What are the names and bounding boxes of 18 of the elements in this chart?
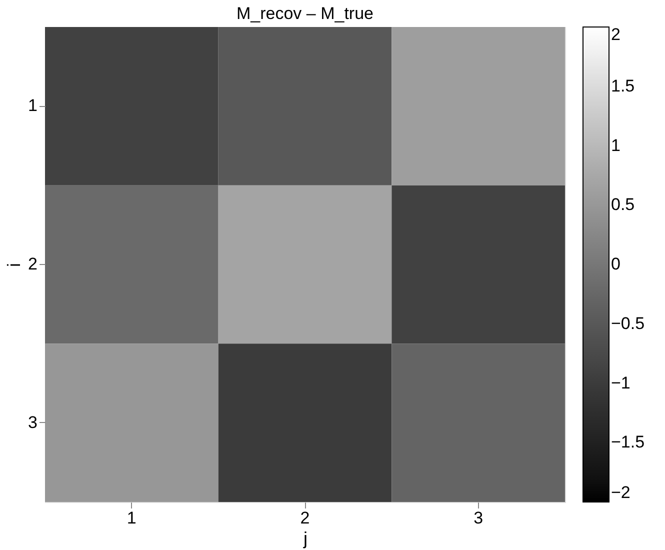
color-bar-label: 1 [611,136,620,155]
x-axis-title: j [302,528,308,548]
color-bar-label: 0.5 [611,195,635,214]
y-axis-title: i [4,263,24,267]
color-bar-label: −1 [611,373,630,392]
x-tick-label: 2 [300,508,310,528]
color-bar-label: −0.5 [611,314,645,333]
color-bar-label: −1.5 [611,432,645,452]
y-tick-label: 2 [28,254,38,274]
chart-title: M_recov – M_true [236,4,374,23]
y-tick-label: 1 [28,96,38,116]
color-bar-label: 1.5 [611,76,635,96]
x-tick-label: 1 [126,508,136,528]
x-tick-label: 3 [474,508,484,528]
color-bar-label: 2 [611,25,620,44]
y-tick-label: 3 [28,412,38,432]
color-bar-label: −2 [611,483,630,502]
color-bar-label: 0 [611,254,620,274]
